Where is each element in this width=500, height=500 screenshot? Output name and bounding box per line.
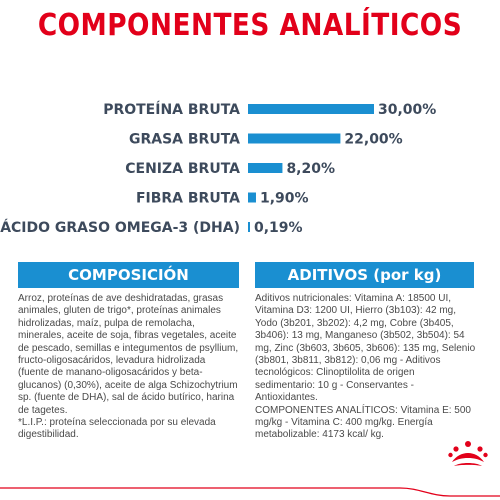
aditivos-paragraph: Aditivos nutricionales: Vitamina A: 1850… [255,293,476,404]
bar [248,104,374,114]
composicion-paragraph: *L.I.P.: proteína seleccionada por su el… [18,417,216,441]
category-label: ÁCIDO GRASO OMEGA-3 (DHA) [0,219,240,236]
value-label: 8,20% [286,161,335,177]
bar [248,192,256,203]
bar [248,222,250,232]
composicion-paragraph: Arroz, proteínas de ave deshidratadas, g… [18,293,239,416]
composicion-heading: COMPOSICIÓN [18,262,239,288]
nutrient-bar-chart: PROTEÍNA BRUTA 30,00% GRASA BRUTA 22,00% CEN… [0,101,436,236]
value-label: 1,90% [260,191,309,207]
bottom-rule [0,487,500,497]
category-label: GRASA BRUTA [129,132,240,148]
aditivos-paragraph: COMPONENTES ANALÍTICOS: Vitamina E: 500 … [255,404,471,441]
bar [248,163,283,173]
category-label: PROTEÍNA BRUTA [103,101,240,118]
category-label: FIBRA BRUTA [136,191,240,207]
category-label: CENIZA BRUTA [125,161,240,177]
aditivos-text: Aditivos nutricionales: Vitamina A: 1850… [255,293,476,442]
aditivos-heading: ADITIVOS (por kg) [255,262,474,288]
bar [248,133,341,144]
royal-crown-icon [448,441,488,466]
value-label: 30,00% [378,102,436,118]
value-label: 0,19% [254,220,303,236]
value-label: 22,00% [344,132,402,148]
page-title: COMPONENTES ANALÍTICOS [37,8,463,43]
composicion-text: Arroz, proteínas de ave deshidratadas, g… [18,293,239,442]
